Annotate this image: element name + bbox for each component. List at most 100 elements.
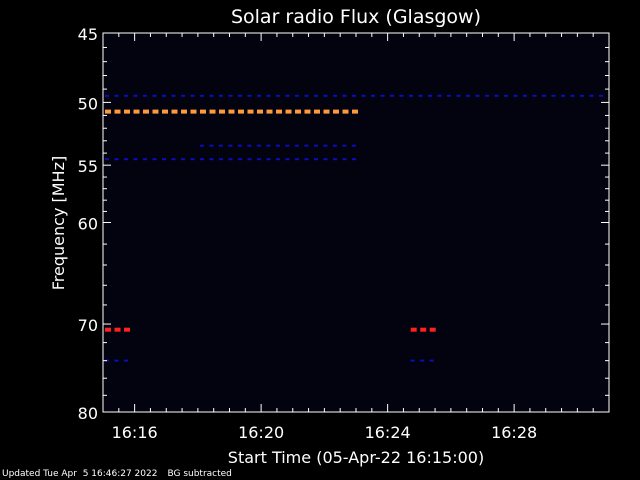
band-dash xyxy=(570,94,575,97)
band-dash xyxy=(181,158,185,161)
band-dash xyxy=(256,144,261,147)
band-dash xyxy=(352,158,356,161)
band-dash xyxy=(276,94,280,97)
band-dash xyxy=(447,94,451,97)
emission-band-4 xyxy=(105,327,130,332)
band-dash xyxy=(200,158,204,161)
band-dash xyxy=(247,94,252,97)
band-dash xyxy=(542,94,546,97)
band-dash xyxy=(561,94,565,97)
band-dash xyxy=(171,109,178,114)
band-dash xyxy=(504,94,508,97)
band-dash xyxy=(124,94,128,97)
band-dash xyxy=(124,158,128,161)
band-dash xyxy=(314,158,318,161)
band-dash xyxy=(257,94,261,97)
axes: 45 50 55 60 70 80 16:16 16:20 16:24 16:28 xyxy=(78,25,610,442)
band-dash xyxy=(228,94,233,97)
band-dash xyxy=(152,158,157,161)
band-dash xyxy=(228,144,233,147)
band-dash xyxy=(105,158,109,161)
band-dash xyxy=(152,94,157,97)
band-dash xyxy=(475,94,480,97)
band-dash xyxy=(181,109,187,114)
band-dash xyxy=(257,109,263,114)
y-tick-label: 70 xyxy=(78,316,98,335)
band-dash xyxy=(275,144,280,147)
band-dash xyxy=(371,94,375,97)
x-tick-label: 16:16 xyxy=(112,423,158,442)
band-dash xyxy=(209,109,216,114)
band-dash xyxy=(209,158,214,161)
band-dash xyxy=(314,94,318,97)
band-dash xyxy=(429,359,434,362)
band-dash xyxy=(420,359,425,362)
band-dash xyxy=(114,109,121,114)
band-dash xyxy=(162,109,168,114)
band-dash xyxy=(323,94,328,97)
y-tick-label: 45 xyxy=(78,25,98,44)
band-dash xyxy=(181,94,185,97)
band-dash xyxy=(199,144,204,147)
band-dash xyxy=(238,158,242,161)
band-dash xyxy=(418,94,423,97)
emission-band-7 xyxy=(410,359,434,362)
band-dash xyxy=(285,144,290,147)
band-dash xyxy=(285,94,290,97)
band-dash xyxy=(114,327,121,332)
y-axis-label: Frequency [MHz] xyxy=(49,156,68,290)
band-dash xyxy=(333,94,337,97)
band-dash xyxy=(420,327,427,332)
band-dash xyxy=(105,94,109,97)
band-dash xyxy=(304,158,309,161)
band-dash xyxy=(114,94,119,97)
chart-title: Solar radio Flux (Glasgow) xyxy=(231,6,481,28)
band-dash xyxy=(485,94,489,97)
band-dash xyxy=(294,144,299,147)
emission-band-2 xyxy=(199,144,356,147)
y-tick-label: 60 xyxy=(78,215,98,234)
band-dash xyxy=(351,144,356,147)
band-dash xyxy=(304,94,309,97)
band-dash xyxy=(124,359,128,362)
band-dash xyxy=(114,359,119,362)
band-dash xyxy=(152,109,159,114)
emission-band-6 xyxy=(105,359,128,362)
band-dash xyxy=(532,94,537,97)
band-dash xyxy=(133,109,140,114)
band-dash xyxy=(247,144,252,147)
band-dash xyxy=(342,109,349,114)
band-dash xyxy=(313,144,318,147)
band-dash xyxy=(190,109,197,114)
band-dash xyxy=(247,109,254,114)
band-dash xyxy=(276,109,282,114)
band-dash xyxy=(219,109,225,114)
band-dash xyxy=(295,158,299,161)
band-dash xyxy=(190,158,195,161)
band-dash xyxy=(428,94,432,97)
band-dash xyxy=(143,109,149,114)
band-dash xyxy=(304,144,309,147)
band-dash xyxy=(124,327,130,332)
band-dash xyxy=(333,158,337,161)
band-dash xyxy=(429,327,436,332)
plot-background xyxy=(103,33,609,412)
band-dash xyxy=(257,158,261,161)
band-dash xyxy=(323,144,328,147)
emission-band-0 xyxy=(105,94,603,97)
band-dash xyxy=(323,158,328,161)
band-dash xyxy=(114,158,119,161)
band-dash xyxy=(599,94,603,97)
band-dash xyxy=(238,94,242,97)
band-dash xyxy=(304,109,311,114)
emission-band-5 xyxy=(410,327,436,332)
band-dash xyxy=(342,144,347,147)
band-dash xyxy=(162,94,166,97)
x-tick-label: 16:24 xyxy=(365,423,411,442)
band-dash xyxy=(323,109,330,114)
band-dash xyxy=(580,94,584,97)
band-dash xyxy=(285,109,292,114)
band-dash xyxy=(219,158,223,161)
band-dash xyxy=(437,94,442,97)
band-dash xyxy=(190,94,195,97)
